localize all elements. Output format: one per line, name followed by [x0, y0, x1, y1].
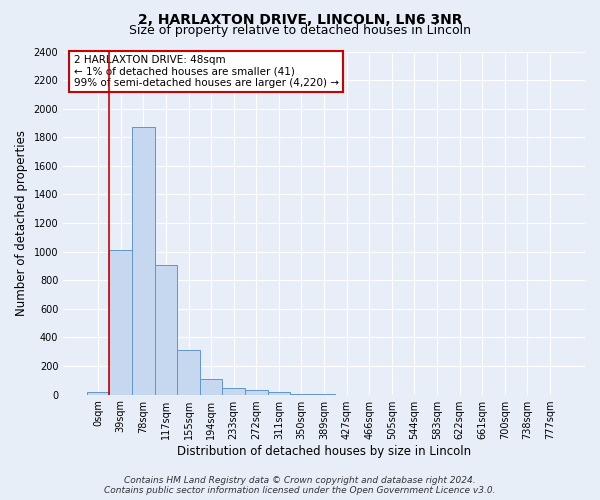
Bar: [268, 392, 290, 394]
Text: Size of property relative to detached houses in Lincoln: Size of property relative to detached ho…: [129, 24, 471, 37]
Text: Contains HM Land Registry data © Crown copyright and database right 2024.
Contai: Contains HM Land Registry data © Crown c…: [104, 476, 496, 495]
Bar: [155, 265, 177, 394]
Bar: [109, 250, 132, 394]
Y-axis label: Number of detached properties: Number of detached properties: [15, 130, 28, 316]
X-axis label: Distribution of detached houses by size in Lincoln: Distribution of detached houses by size …: [177, 444, 471, 458]
Bar: [177, 350, 200, 395]
Bar: [132, 128, 155, 394]
Bar: [245, 390, 268, 394]
Bar: [87, 392, 109, 394]
Bar: [223, 388, 245, 394]
Text: 2, HARLAXTON DRIVE, LINCOLN, LN6 3NR: 2, HARLAXTON DRIVE, LINCOLN, LN6 3NR: [138, 12, 462, 26]
Text: 2 HARLAXTON DRIVE: 48sqm
← 1% of detached houses are smaller (41)
99% of semi-de: 2 HARLAXTON DRIVE: 48sqm ← 1% of detache…: [74, 55, 338, 88]
Bar: [200, 379, 223, 394]
